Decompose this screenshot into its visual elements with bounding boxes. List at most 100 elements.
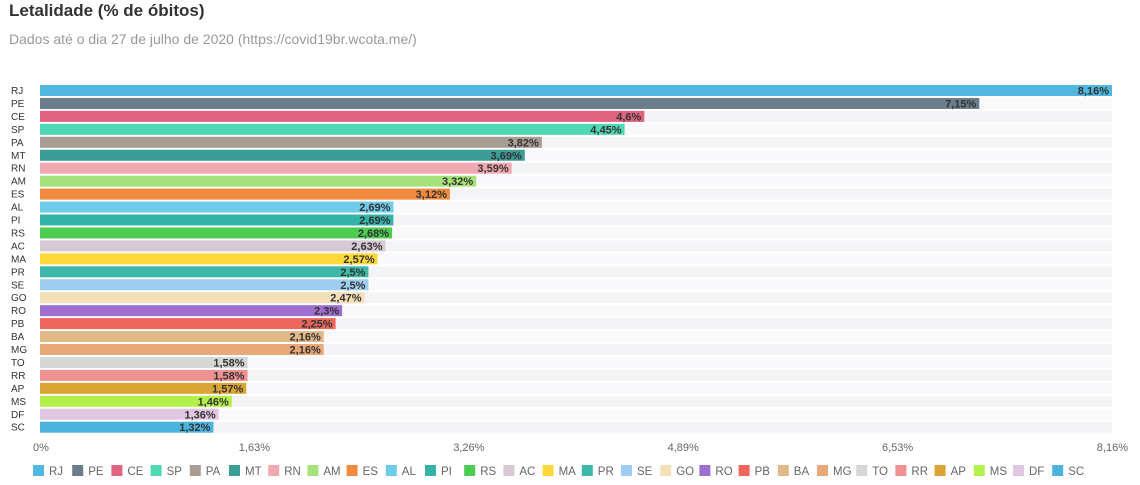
bar-sc [40,421,214,433]
category-label-sp: SP [11,125,25,136]
bar-pe [40,97,980,109]
data-label-pb: 2,25% [301,319,332,331]
legend-entry-to: TO [872,466,888,478]
legend-entry-mg: MG [833,466,852,478]
bar-track [40,305,1112,317]
bar-track [40,201,1112,213]
bar-ma [40,253,378,265]
data-label-am: 3,32% [442,176,473,188]
bar-ro [40,305,343,317]
legend-entry-pi: PI [441,466,452,478]
legend-entry-go: GO [676,466,694,478]
category-label-rn: RN [11,164,25,175]
bar-mt [40,149,525,161]
bar-track [40,421,1112,433]
category-label-ce: CE [11,112,25,123]
category-label-rr: RR [11,371,25,382]
bar-track [40,344,1112,355]
legend-swatch-es [346,465,358,476]
data-label-rj: 8,16% [1078,86,1109,98]
category-label-rj: RJ [11,86,23,97]
data-label-es: 3,12% [416,189,447,201]
legend-swatch-df [1013,465,1024,476]
chart-subtitle: Dados até o dia 27 de julho de 2020 (htt… [9,31,417,47]
bar-pa [40,136,542,148]
bar-track [40,395,1112,407]
category-label-ac: AC [11,241,25,252]
data-label-rr: 1,58% [213,370,244,382]
category-label-pa: PA [11,138,24,149]
legend-swatch-pr [581,465,593,476]
legend-entry-pe: PE [88,466,104,478]
data-label-ma: 2,57% [343,254,374,266]
legend-swatch-ap [934,465,946,476]
legend-entry-pa: PA [206,466,221,478]
data-label-mt: 3,69% [491,150,522,162]
bar-track [40,149,1112,161]
legend-entry-mt: MT [245,466,262,478]
legend-swatch-go [660,465,672,476]
bar-ac [40,240,386,252]
bar-mg [40,344,324,355]
bar-am [40,175,477,187]
category-label-ro: RO [11,306,26,317]
legend-entry-rn: RN [284,466,301,478]
data-label-pi: 2,69% [359,215,390,227]
data-label-sc: 1,32% [179,422,210,434]
legend-swatch-pi [425,465,436,476]
legend-swatch-rn [268,465,280,476]
data-label-go: 2,47% [330,293,361,305]
data-label-pr: 2,5% [340,267,365,279]
legend-entry-am: AM [323,466,340,478]
legend-entry-sp: SP [167,466,183,478]
category-label-ms: MS [11,397,26,408]
bar-df [40,408,219,420]
bar-ce [40,110,645,122]
legend-entry-pb: PB [755,466,771,478]
bar-track [40,292,1112,304]
bar-pr [40,266,369,278]
data-label-al: 2,69% [359,202,390,214]
legend-entry-ap: AP [951,466,967,478]
bar-track [40,240,1112,252]
bar-al [40,201,394,213]
legend-swatch-pe [72,465,84,476]
legend-entry-es: ES [363,466,379,478]
x-tick-label: 8,16% [1097,442,1128,454]
legend-entry-ms: MS [990,466,1008,478]
category-label-al: AL [11,203,24,214]
legend-swatch-to [856,465,868,476]
x-tick-label: 0% [33,442,49,454]
bar-ms [40,395,232,407]
bar-pb [40,318,336,330]
category-label-es: ES [11,190,25,201]
bar-track [40,227,1112,239]
legend-entry-pr: PR [598,466,614,478]
bar-track [40,266,1112,278]
category-label-ap: AP [11,384,25,395]
bar-go [40,292,365,304]
legend-swatch-rj [33,465,44,476]
legend-entry-se: SE [637,466,653,478]
category-label-am: AM [11,177,26,188]
bar-track [40,136,1112,148]
data-label-ba: 2,16% [290,332,321,344]
category-label-sc: SC [11,423,25,434]
legend-entry-al: AL [402,466,417,478]
legend-swatch-ma [542,465,554,476]
legend-swatch-pb [738,465,750,476]
bar-rn [40,162,512,174]
legend-entry-rj: RJ [49,466,63,478]
legend-swatch-am [307,465,319,476]
legend-swatch-mg [817,465,828,476]
category-label-mt: MT [11,151,25,162]
legend-swatch-ro [699,465,711,476]
chart-title: Letalidade (% de óbitos) [9,1,205,20]
x-tick-label: 6,53% [882,442,913,454]
data-label-df: 1,36% [184,409,215,421]
category-label-mg: MG [11,345,27,356]
bar-pi [40,214,394,226]
legend-swatch-ba [777,465,789,476]
category-label-to: TO [11,358,25,369]
